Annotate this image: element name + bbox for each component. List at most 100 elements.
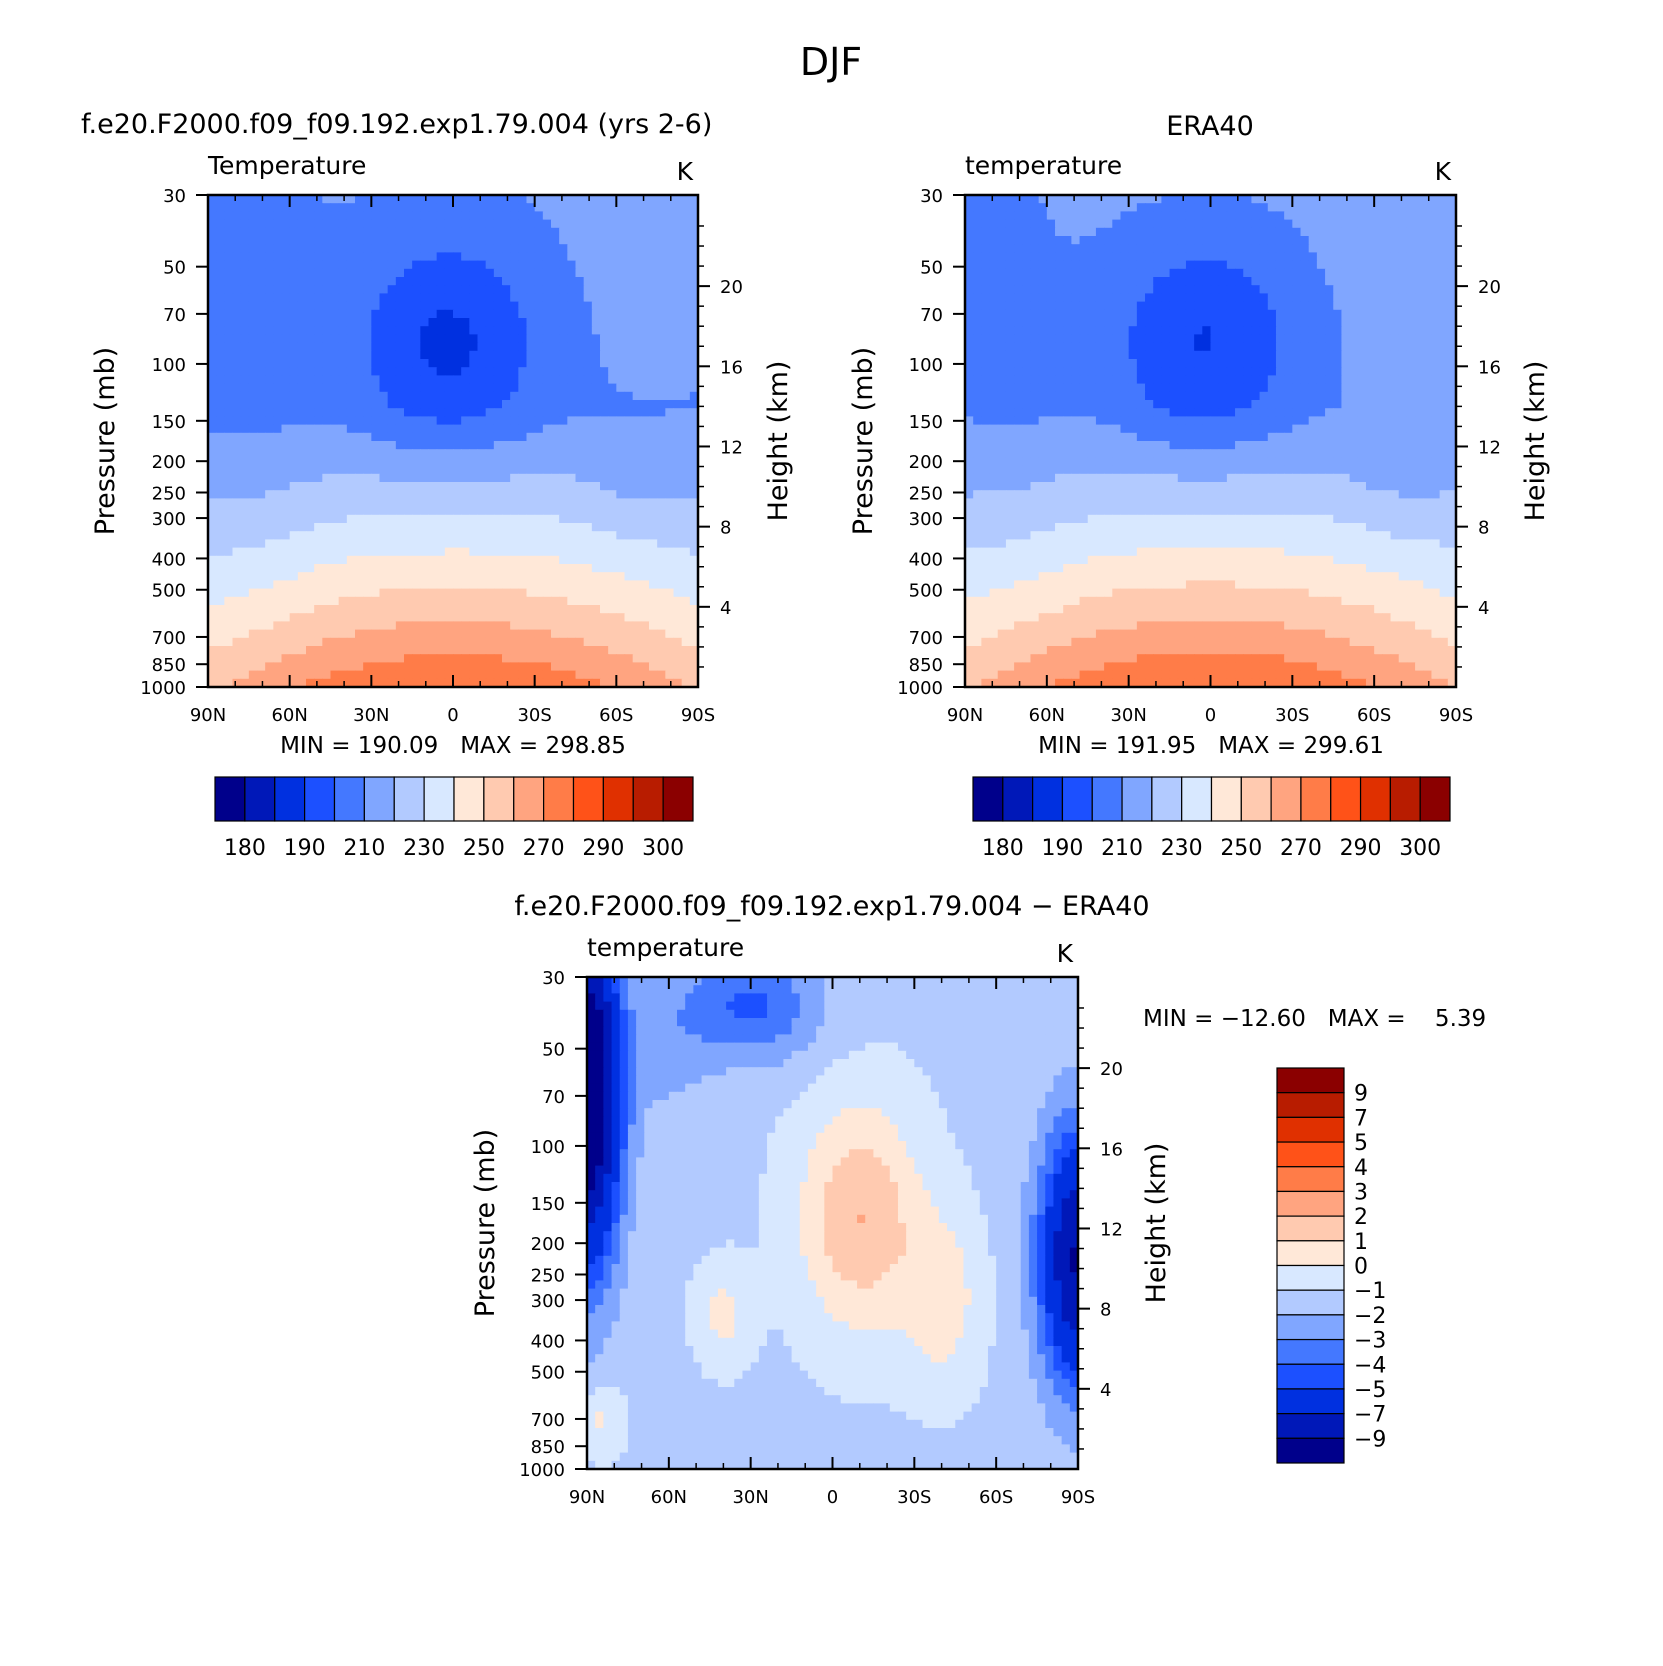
field-cell (371, 613, 381, 622)
field-cell (640, 211, 650, 221)
field-cell (322, 424, 332, 434)
field-cell (551, 621, 560, 631)
field-cell (297, 285, 307, 294)
field-cell (1095, 244, 1105, 253)
field-cell (420, 473, 430, 483)
field-cell (681, 408, 691, 417)
field-cell (281, 359, 291, 368)
field-cell (289, 523, 299, 532)
field-cell (289, 621, 299, 631)
field-cell (314, 318, 323, 327)
field-cell (542, 432, 552, 442)
field-cell (649, 605, 658, 614)
field-cell (208, 572, 217, 581)
field-cell (575, 621, 585, 631)
field-cell (640, 350, 650, 360)
field-cell (591, 441, 601, 450)
field-cell (1382, 203, 1392, 212)
field-cell (551, 318, 560, 327)
field-cell (371, 424, 381, 434)
field-cell (559, 506, 568, 516)
field-cell (965, 252, 974, 262)
field-cell (322, 588, 332, 598)
field-cell (404, 670, 413, 680)
field-cell (1153, 260, 1162, 270)
field-cell (1349, 236, 1359, 245)
field-cell (453, 334, 462, 344)
field-cell (453, 670, 462, 680)
field-cell (297, 449, 307, 458)
field-cell (681, 309, 691, 319)
field-cell (404, 605, 413, 614)
field-cell (379, 629, 389, 639)
field-cell (1316, 203, 1326, 212)
field-cell (1284, 211, 1293, 221)
field-cell (469, 277, 479, 286)
field-cell (428, 646, 438, 655)
field-cell (1079, 203, 1089, 212)
field-cell (453, 531, 462, 540)
field-cell (257, 211, 266, 221)
field-cell (355, 432, 364, 442)
field-cell (1275, 268, 1285, 278)
field-cell (387, 596, 397, 606)
field-cell (624, 473, 634, 483)
field-cell (322, 506, 332, 516)
field-cell (649, 654, 658, 663)
field-cell (469, 646, 479, 655)
field-cell (428, 629, 438, 639)
field-cell (1235, 309, 1244, 319)
field-cell (575, 268, 585, 278)
field-cell (665, 342, 675, 352)
field-cell (632, 277, 642, 286)
field-cell (338, 252, 348, 262)
field-cell (322, 678, 332, 687)
field-cell (363, 629, 372, 639)
field-cell (1365, 236, 1375, 245)
field-cell (600, 465, 609, 475)
field-cell (493, 252, 503, 262)
field-cell (502, 555, 511, 565)
field-cell (559, 211, 568, 221)
field-cell (567, 359, 577, 368)
field-cell (232, 662, 242, 672)
field-cell (1447, 285, 1456, 294)
field-cell (453, 662, 462, 672)
field-cell (559, 432, 568, 442)
field-cell (567, 621, 577, 631)
field-cell (1177, 268, 1187, 278)
field-cell (1423, 277, 1433, 286)
field-cell (632, 523, 642, 532)
field-cell (632, 547, 642, 557)
field-cell (1292, 219, 1302, 229)
field-cell (485, 629, 495, 639)
field-cell (559, 514, 568, 524)
field-cell (551, 465, 560, 475)
field-cell (681, 227, 691, 237)
field-cell (322, 227, 332, 237)
field-cell (395, 646, 405, 655)
field-cell (1104, 236, 1113, 245)
field-cell (330, 449, 340, 458)
field-cell (526, 482, 536, 491)
field-cell (640, 498, 650, 508)
field-cell (1087, 219, 1097, 229)
field-cell (1153, 236, 1162, 245)
field-cell (371, 260, 381, 270)
field-cell (363, 391, 372, 401)
field-cell (355, 359, 364, 368)
field-cell (371, 637, 381, 647)
field-cell (1349, 252, 1359, 262)
field-cell (1284, 277, 1293, 286)
field-cell (591, 400, 601, 409)
colorbar-label: 210 (343, 836, 385, 861)
field-cell (355, 301, 364, 311)
field-cell (1145, 359, 1154, 368)
field-cell (1030, 285, 1040, 294)
field-cell (551, 654, 560, 663)
field-cell (518, 523, 528, 532)
colorbar-swatch (244, 776, 276, 822)
field-cell (314, 465, 323, 475)
field-cell (681, 654, 691, 663)
field-cell (444, 268, 454, 278)
